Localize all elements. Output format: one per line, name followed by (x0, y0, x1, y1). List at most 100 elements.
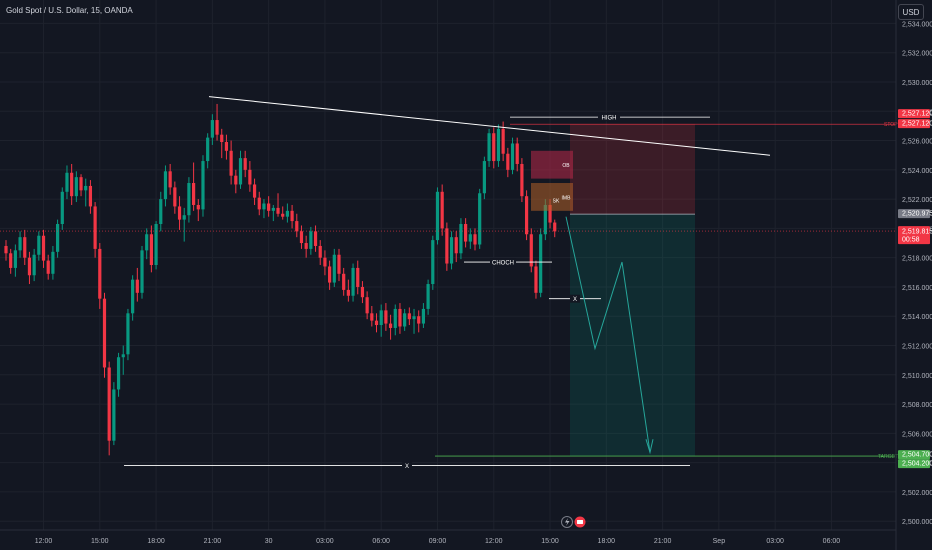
time-tick-label: 03:00 (316, 538, 334, 545)
candle-body (478, 193, 482, 245)
price-labels: 2,527.120 2,527.120 2,520.975 2,519.81500:5… (561, 109, 932, 528)
candle-body (426, 284, 430, 309)
candle-body (388, 323, 393, 328)
candle-body (473, 234, 477, 245)
tradingview-logo-icon[interactable] (574, 516, 586, 528)
candle-body (431, 240, 435, 285)
candle-body (220, 134, 224, 143)
candle-body (243, 158, 247, 170)
entry-price: 2,520.975 (902, 211, 932, 218)
candle-body (417, 316, 421, 324)
candle-body (398, 308, 402, 327)
candle-body (323, 257, 327, 267)
lightning-icon[interactable] (561, 516, 573, 528)
price-tick-label: 2,532.000 (902, 51, 932, 58)
candle-body (257, 197, 261, 210)
candle-body (412, 316, 416, 320)
candle-body (224, 142, 229, 151)
candlestick-series (4, 103, 557, 456)
candle-body (168, 171, 172, 188)
x-short-bg (570, 294, 580, 303)
candle-body (374, 320, 379, 326)
candle-body (370, 313, 374, 321)
price-tick-label: 2,514.000 (902, 314, 932, 321)
candle-body (421, 308, 426, 324)
candle-body (46, 260, 50, 274)
candle-body (238, 158, 243, 185)
time-tick-label: 15:00 (91, 538, 109, 545)
candle-body (210, 120, 214, 138)
candle-body (407, 313, 411, 320)
entry-price-bg (898, 209, 930, 219)
time-tick-label: 21:00 (204, 538, 222, 545)
candle-body (468, 234, 472, 242)
stop-tag: STOP (884, 122, 898, 128)
candle-body (196, 204, 200, 210)
countdown: 00:58 (902, 237, 920, 244)
projection-arrowhead (645, 439, 654, 455)
price-tick-label: 2,506.000 (902, 431, 932, 438)
candle-body (459, 224, 463, 254)
candle-body (403, 313, 407, 327)
lightning-icon-ring (561, 516, 573, 528)
time-tick-label: 21:00 (654, 538, 672, 545)
time-tick-label: 18:00 (147, 538, 165, 545)
candle-body (187, 183, 191, 216)
candle-body (346, 289, 350, 296)
candle-body (32, 254, 36, 276)
candle-body (70, 172, 74, 197)
price-tick-label: 2,534.000 (902, 21, 932, 28)
price-tick-label: 2,530.000 (902, 80, 932, 87)
stop-price-upper-bg (898, 109, 930, 119)
x-short-label: X (573, 297, 577, 303)
candle-body (445, 228, 449, 264)
currency-button[interactable]: USD (898, 4, 924, 20)
candle-body (51, 251, 55, 274)
current-price-bg (898, 226, 930, 245)
candle-body (492, 133, 496, 162)
candle-body (295, 221, 299, 232)
candle-body (496, 128, 501, 162)
candle-body (112, 389, 116, 441)
time-tick-label: 03:00 (766, 538, 784, 545)
candle-body (27, 257, 32, 276)
candle-body (88, 185, 93, 207)
candle-body (215, 120, 219, 135)
candle-body (529, 234, 533, 267)
candle-body (360, 286, 365, 298)
chart-grid (0, 0, 896, 530)
candle-body (229, 150, 233, 176)
candle-body (464, 224, 468, 242)
candle-body (262, 203, 266, 210)
target-tag: TARGET (878, 454, 898, 460)
candle-body (337, 254, 341, 274)
price-tick-label: 2,516.000 (902, 285, 932, 292)
time-tick-label: 06:00 (823, 538, 841, 545)
price-tick-label: 2,526.000 (902, 139, 932, 146)
candle-body (304, 243, 308, 249)
candle-body (79, 177, 83, 191)
candle-body (351, 267, 355, 296)
projection-path (565, 216, 651, 453)
candle-body (454, 237, 458, 254)
candle-body (539, 234, 543, 293)
candle-body (201, 161, 205, 210)
candle-body (140, 250, 144, 293)
price-tick-label: 2,508.000 (902, 402, 932, 409)
imb-zone (531, 183, 573, 211)
candle-body (234, 175, 238, 185)
stop-loss-zone (570, 124, 695, 215)
candle-body (332, 254, 336, 283)
time-tick-label: 30 (265, 538, 273, 545)
candle-body (131, 279, 135, 314)
candle-body (154, 224, 158, 265)
candle-body (515, 143, 519, 164)
candle-body (285, 210, 289, 217)
candle-body (365, 297, 369, 314)
candle-body (379, 310, 383, 326)
price-tick-label: 2,522.000 (902, 197, 932, 204)
candle-body (126, 313, 130, 355)
candle-body (60, 191, 64, 225)
